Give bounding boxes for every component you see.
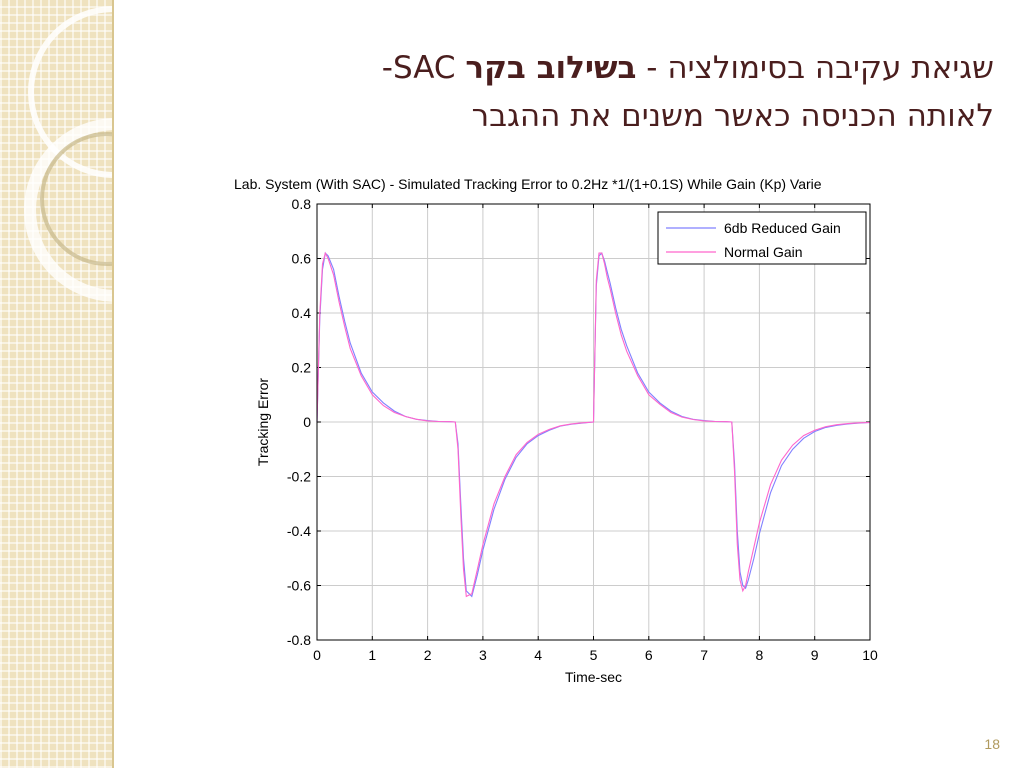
chart-title: Lab. System (With SAC) - Simulated Track… (234, 176, 822, 192)
side-panel-edge (112, 0, 114, 768)
legend-label: 6db Reduced Gain (724, 220, 841, 236)
slide-title: שגיאת עקיבה בסימולציה - בשילוב בקר SAC- … (174, 44, 994, 140)
legend-box (657, 211, 867, 265)
slide-title-line-2: לאותה הכניסה כאשר משנים את ההגבר (471, 98, 994, 134)
y-tick-label: 0.8 (292, 196, 312, 212)
x-tick-label: 4 (534, 647, 542, 663)
decorative-side-panel (0, 0, 112, 768)
tracking-error-chart: 0 1 2 3 4 5 6 7 8 9 10 0.8 0.6 0.4 0.2 0 -0.2 -0.4 -0.6 -0.… (255, 196, 878, 685)
y-tick-label: -0.8 (287, 632, 311, 648)
y-axis-label: Tracking Error (255, 378, 271, 467)
x-tick-label: 2 (424, 647, 432, 663)
x-axis-label: Time-sec (565, 669, 622, 685)
y-tick-label: -0.6 (287, 578, 311, 594)
x-tick-label: 5 (590, 647, 598, 663)
x-tick-label: 3 (479, 647, 487, 663)
page-number: 18 (984, 736, 1000, 752)
legend-label: Normal Gain (724, 244, 803, 260)
title-sac-text: SAC- (381, 50, 466, 86)
x-tick-label: 7 (700, 647, 708, 663)
y-tick-label: -0.4 (287, 523, 311, 539)
title-text: שגיאת עקיבה בסימולציה (667, 50, 994, 86)
y-tick-label: 0.2 (292, 360, 312, 376)
y-tick-label: -0.2 (287, 469, 311, 485)
y-tick-label: 0.4 (292, 305, 312, 321)
x-tick-label: 6 (645, 647, 653, 663)
x-tick-label: 10 (862, 647, 878, 663)
y-tick-label: 0.6 (292, 251, 312, 267)
x-tick-label: 1 (368, 647, 376, 663)
x-tick-label: 9 (811, 647, 819, 663)
x-tick-label: 8 (756, 647, 764, 663)
title-bold-text: בשילוב בקר (465, 50, 637, 86)
slide-title-line-1: שגיאת עקיבה בסימולציה - בשילוב בקר SAC- (174, 44, 994, 92)
series-line (316, 251, 871, 598)
title-separator: - (636, 50, 668, 86)
plot-frame (316, 203, 871, 641)
x-tick-label: 0 (313, 647, 321, 663)
y-tick-label: 0 (303, 414, 311, 430)
